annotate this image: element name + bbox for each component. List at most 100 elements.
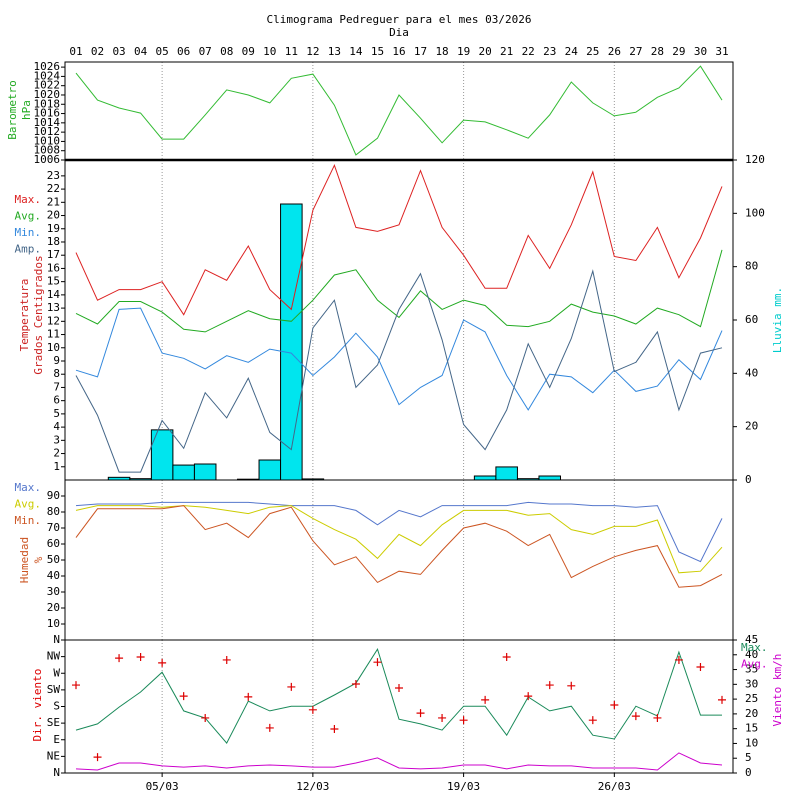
x-tick-label: 26 [608,45,621,58]
y2-tick-label: 15 [745,722,758,735]
y-axis-title: Temperatura [18,279,31,352]
x-tick-label: 29 [672,45,685,58]
x-tick-label: 05/03 [146,780,179,793]
direction-marker [373,658,382,667]
x-tick-label: 18 [435,45,448,58]
legend-label: Max. [741,641,768,654]
legend-label: Avg. [741,658,768,671]
y2-tick-label: 100 [745,206,765,219]
x-tick-label: 01 [69,45,82,58]
rain-bar [193,463,217,481]
legend-label: Max. [15,193,42,206]
y-tick-label: NW [47,650,61,663]
y-tick-label: W [53,666,60,679]
y-tick-label: 2 [53,447,60,460]
y2-tick-label: 25 [745,692,758,705]
direction-marker [674,655,683,664]
x-tick-label: 20 [479,45,492,58]
y-tick-label: 1 [53,460,60,473]
y-tick-label: 1010 [34,134,61,147]
y-tick-label: N [53,633,60,646]
x-tick-label: 06 [177,45,190,58]
rain-bar [258,459,282,481]
y-tick-label: 80 [47,505,60,518]
y-tick-label: 1016 [34,107,61,120]
legend-label: Max. [15,481,42,494]
y-tick-label: 7 [53,380,60,393]
y-tick-label: S [53,700,60,713]
direction-marker [351,679,360,688]
x-tick-label: 24 [565,45,579,58]
rain-bar [495,466,518,481]
x-tick-label: 15 [371,45,384,58]
y-tick-label: 11 [47,328,60,341]
x-tick-label: 31 [715,45,728,58]
x-tick-label: 11 [285,45,298,58]
direction-marker [115,654,124,663]
y2-tick-label: 45 [745,633,758,646]
series-line [75,752,723,771]
x-tick-label: 03 [112,45,125,58]
y-tick-label: N [53,766,60,779]
y2-tick-label: 60 [745,313,758,326]
x-tick-label: 17 [414,45,427,58]
y-tick-label: 21 [47,195,60,208]
y-tick-label: 1018 [34,97,61,110]
x-tick-label: 14 [349,45,363,58]
y-tick-label: 1026 [34,60,61,73]
y-tick-label: 8 [53,367,60,380]
y-axis-title: % [32,556,45,563]
x-tick-label: 05 [156,45,169,58]
y-tick-label: 1008 [34,144,61,157]
rain-bar [172,464,195,481]
y-tick-label: 1024 [34,69,61,82]
y-tick-label: 13 [47,301,60,314]
x-tick-label: 27 [629,45,642,58]
series-line [75,163,723,316]
direction-marker [545,681,554,690]
y2-tick-label: 10 [745,736,758,749]
y-tick-label: 6 [53,394,60,407]
y-tick-label: 60 [47,537,60,550]
y-tick-label: 1006 [34,153,61,166]
legend-label: Amp. [15,243,42,256]
y2-tick-label: 20 [745,420,758,433]
x-tick-label: 25 [586,45,599,58]
legend-label: Avg. [15,210,42,223]
y-tick-label: 90 [47,489,60,502]
series-line [75,505,723,588]
direction-marker [244,692,253,701]
y-tick-label: 4 [53,420,60,433]
legend-label: Avg. [15,498,42,511]
direction-marker [136,652,145,661]
rain-bar [473,475,497,481]
y2-tick-label: 40 [745,366,758,379]
y2-axis-title: Viento km/h [771,654,784,727]
x-tick-label: 12 [306,45,319,58]
x-tick-label: 04 [134,45,148,58]
direction-marker [610,701,619,710]
x-axis-title: Dia [389,26,409,39]
x-tick-label: 21 [500,45,513,58]
series-line [75,501,723,563]
series-line [75,65,723,156]
rain-bar [280,203,303,481]
direction-marker [158,658,167,667]
direction-marker [653,713,662,722]
x-tick-label: 28 [651,45,664,58]
y-tick-label: 9 [53,354,60,367]
direction-marker [308,705,317,714]
y-tick-label: SE [47,716,60,729]
x-tick-label: 22 [522,45,535,58]
y-tick-label: 70 [47,521,60,534]
rain-bar [538,475,562,481]
y-axis-title: Grados Centigrados [32,255,45,374]
y-tick-label: 20 [47,209,60,222]
direction-marker [395,684,403,693]
y2-tick-label: 0 [745,473,752,486]
y-tick-label: 1022 [34,79,61,92]
x-tick-label: 26/03 [598,780,631,793]
x-tick-label: 12/03 [296,780,329,793]
